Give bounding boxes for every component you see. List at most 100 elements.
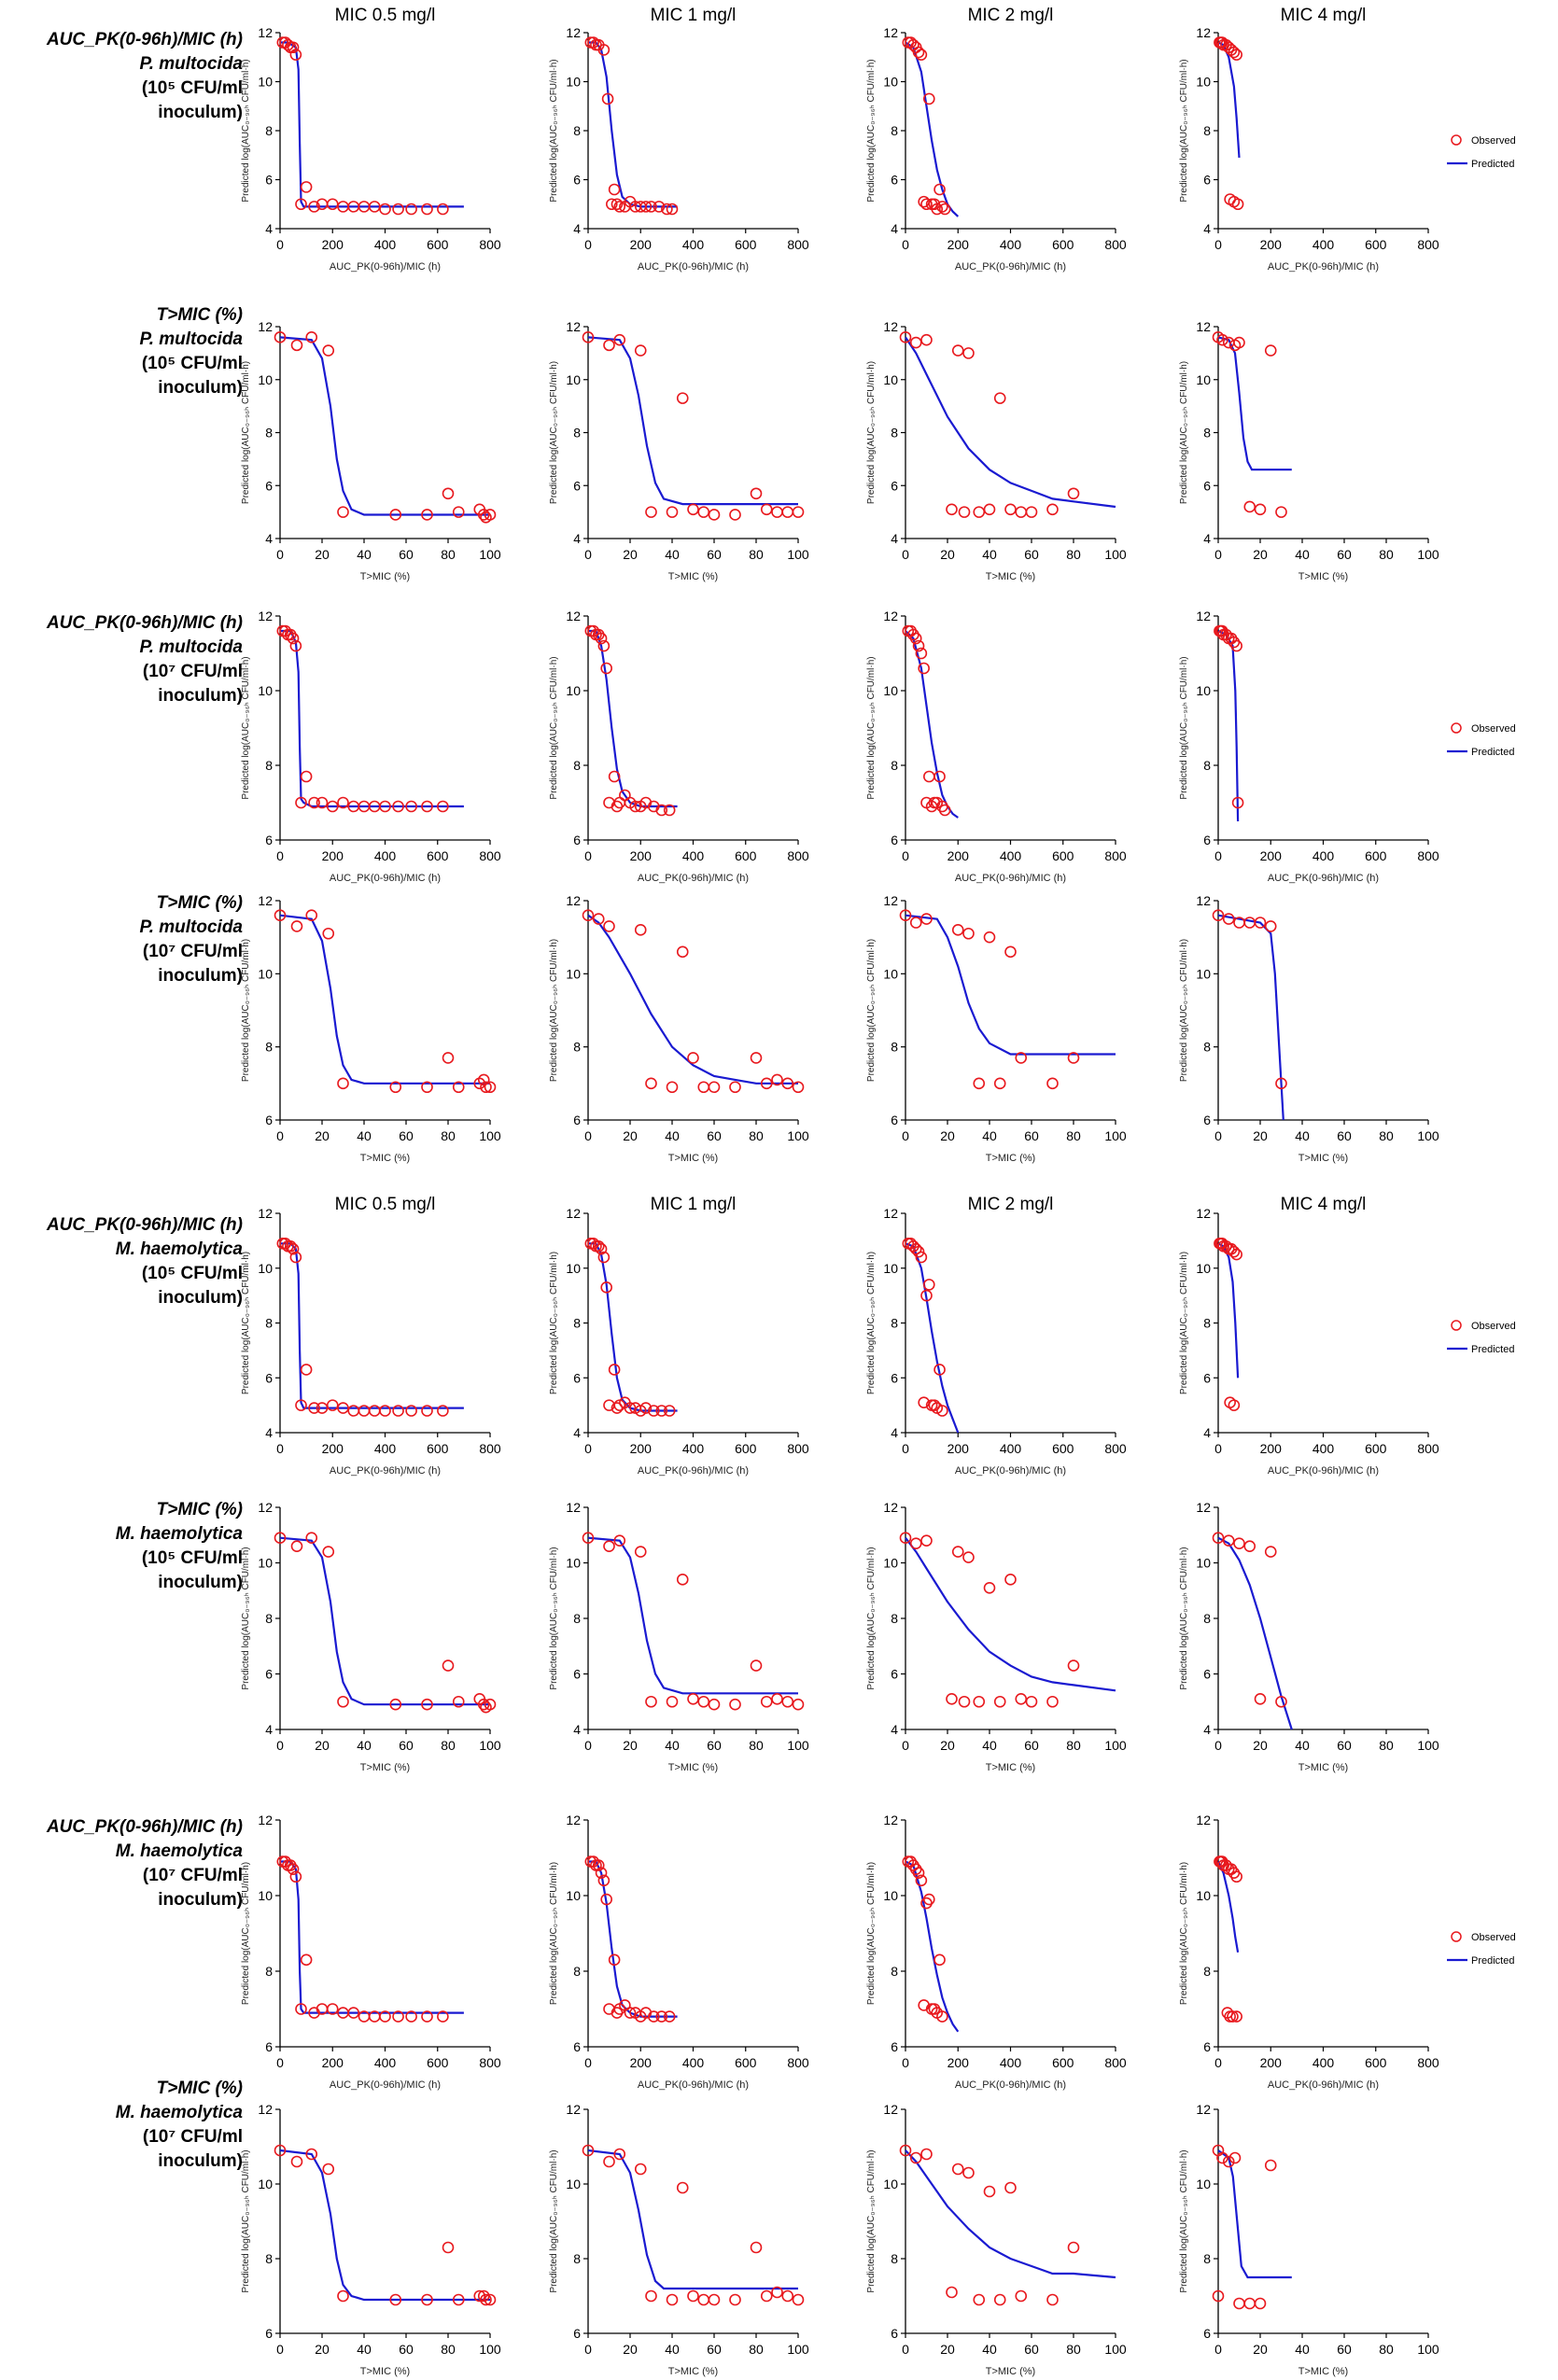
y-tick-label: 6 bbox=[1203, 1370, 1211, 1385]
observed-point bbox=[389, 2293, 402, 2306]
observed-point bbox=[308, 201, 320, 213]
x-tick-label: 400 bbox=[1000, 1441, 1022, 1456]
y-tick-label: 6 bbox=[1203, 2039, 1211, 2054]
x-tick-label: 100 bbox=[787, 2342, 809, 2357]
observed-point bbox=[603, 920, 615, 932]
x-tick-label: 0 bbox=[584, 1128, 592, 1143]
observed-point bbox=[899, 1532, 912, 1545]
x-axis-label: AUC_PK(0-96h)/MIC (h) bbox=[955, 261, 1066, 273]
y-axis-label: Predicted log(AUC₀₋₉₆ₕ CFU/ml·h) bbox=[1179, 1547, 1189, 1689]
x-tick-label: 40 bbox=[1295, 1128, 1310, 1143]
y-axis-label: Predicted log(AUC₀₋₉₆ₕ CFU/ml·h) bbox=[241, 361, 251, 504]
predicted-curve bbox=[1217, 41, 1241, 158]
observed-point bbox=[624, 1402, 637, 1414]
observed-point bbox=[1231, 198, 1244, 211]
y-tick-label: 10 bbox=[1196, 1556, 1211, 1571]
x-tick-label: 80 bbox=[441, 1738, 456, 1753]
y-tick-label: 12 bbox=[258, 893, 273, 908]
y-tick-label: 12 bbox=[566, 1813, 581, 1827]
y-axis-label: Predicted log(AUC₀₋₉₆ₕ CFU/ml·h) bbox=[241, 1547, 251, 1689]
x-tick-label: 0 bbox=[584, 2055, 592, 2070]
y-tick-label: 8 bbox=[891, 1611, 898, 1626]
x-tick-label: 800 bbox=[1104, 2055, 1127, 2070]
observed-point bbox=[973, 1695, 986, 1708]
column-title: MIC 2 mg/l bbox=[968, 1195, 1054, 1214]
column-title: MIC 0.5 mg/l bbox=[335, 1195, 436, 1214]
predicted-curve bbox=[587, 336, 798, 506]
observed-point bbox=[697, 1081, 710, 1094]
x-axis-label: AUC_PK(0-96h)/MIC (h) bbox=[330, 2079, 441, 2091]
observed-point bbox=[484, 509, 497, 521]
observed-point bbox=[951, 2163, 964, 2176]
row-label-organism: M. haemolytica bbox=[115, 1524, 243, 1544]
y-tick-label: 10 bbox=[1196, 1888, 1211, 1903]
observed-point bbox=[308, 1402, 320, 1414]
observed-point bbox=[958, 506, 971, 518]
observed-point bbox=[1264, 920, 1277, 932]
observed-point bbox=[938, 203, 951, 216]
x-tick-label: 0 bbox=[902, 848, 909, 863]
row-label-inoculum: (10⁵ CFU/ml bbox=[141, 1264, 243, 1283]
observed-point bbox=[405, 800, 417, 813]
observed-point bbox=[666, 1695, 679, 1708]
x-axis-label: AUC_PK(0-96h)/MIC (h) bbox=[955, 2079, 1066, 2091]
observed-point bbox=[379, 800, 391, 813]
x-tick-label: 0 bbox=[584, 1441, 592, 1456]
observed-point bbox=[477, 509, 490, 521]
x-tick-label: 40 bbox=[982, 1128, 997, 1143]
row-label: AUC_PK(0-96h)/MIC (h) P. multocida (10⁷ CF… bbox=[9, 611, 243, 708]
y-tick-label: 12 bbox=[1196, 2102, 1211, 2117]
observed-point bbox=[909, 1537, 922, 1549]
x-tick-label: 100 bbox=[1417, 547, 1439, 562]
observed-point bbox=[708, 1081, 721, 1094]
observed-point bbox=[920, 333, 933, 346]
observed-point bbox=[962, 1551, 975, 1563]
x-tick-label: 80 bbox=[441, 2342, 456, 2357]
x-tick-label: 0 bbox=[902, 237, 909, 252]
observed-point bbox=[289, 49, 302, 61]
observed-point bbox=[676, 1574, 689, 1586]
observed-point bbox=[389, 1081, 402, 1094]
observed-point bbox=[920, 913, 933, 925]
y-tick-label: 4 bbox=[1203, 1425, 1211, 1440]
observed-point bbox=[663, 1405, 676, 1417]
observed-point bbox=[663, 804, 676, 817]
x-tick-label: 60 bbox=[1024, 1738, 1039, 1753]
observed-point bbox=[392, 800, 404, 813]
observed-point bbox=[666, 203, 679, 216]
x-tick-label: 100 bbox=[1417, 2342, 1439, 2357]
y-tick-label: 10 bbox=[1196, 966, 1211, 981]
column-title: MIC 4 mg/l bbox=[1281, 6, 1367, 25]
x-tick-label: 600 bbox=[735, 237, 757, 252]
observed-point bbox=[405, 203, 417, 216]
observed-point bbox=[655, 1405, 668, 1417]
observed-point bbox=[899, 331, 912, 343]
observed-point bbox=[951, 344, 964, 357]
observed-point bbox=[645, 1077, 657, 1090]
x-tick-label: 100 bbox=[1104, 2342, 1127, 2357]
observed-point bbox=[676, 392, 689, 404]
y-tick-label: 6 bbox=[1203, 478, 1211, 493]
observed-point bbox=[289, 1870, 302, 1883]
observed-point bbox=[595, 1242, 608, 1255]
observed-point bbox=[606, 198, 618, 211]
y-tick-label: 10 bbox=[258, 1556, 273, 1571]
observed-point bbox=[1228, 1399, 1241, 1411]
observed-point bbox=[666, 2293, 679, 2306]
observed-point bbox=[760, 1695, 773, 1708]
x-tick-label: 400 bbox=[1000, 848, 1022, 863]
y-tick-label: 12 bbox=[258, 2102, 273, 2117]
observed-point bbox=[792, 1698, 805, 1711]
observed-point bbox=[993, 2293, 1006, 2306]
x-tick-label: 600 bbox=[427, 237, 449, 252]
legend-observed-marker bbox=[1451, 1320, 1462, 1331]
y-tick-label: 10 bbox=[1196, 2177, 1211, 2191]
y-tick-label: 12 bbox=[258, 1813, 273, 1827]
y-tick-label: 4 bbox=[891, 1722, 898, 1737]
observed-point bbox=[1254, 1692, 1267, 1705]
x-tick-label: 0 bbox=[1214, 2055, 1222, 2070]
observed-point bbox=[951, 1546, 964, 1558]
x-tick-label: 600 bbox=[427, 848, 449, 863]
predicted-curve bbox=[1217, 2149, 1292, 2279]
x-tick-label: 600 bbox=[1052, 1441, 1074, 1456]
